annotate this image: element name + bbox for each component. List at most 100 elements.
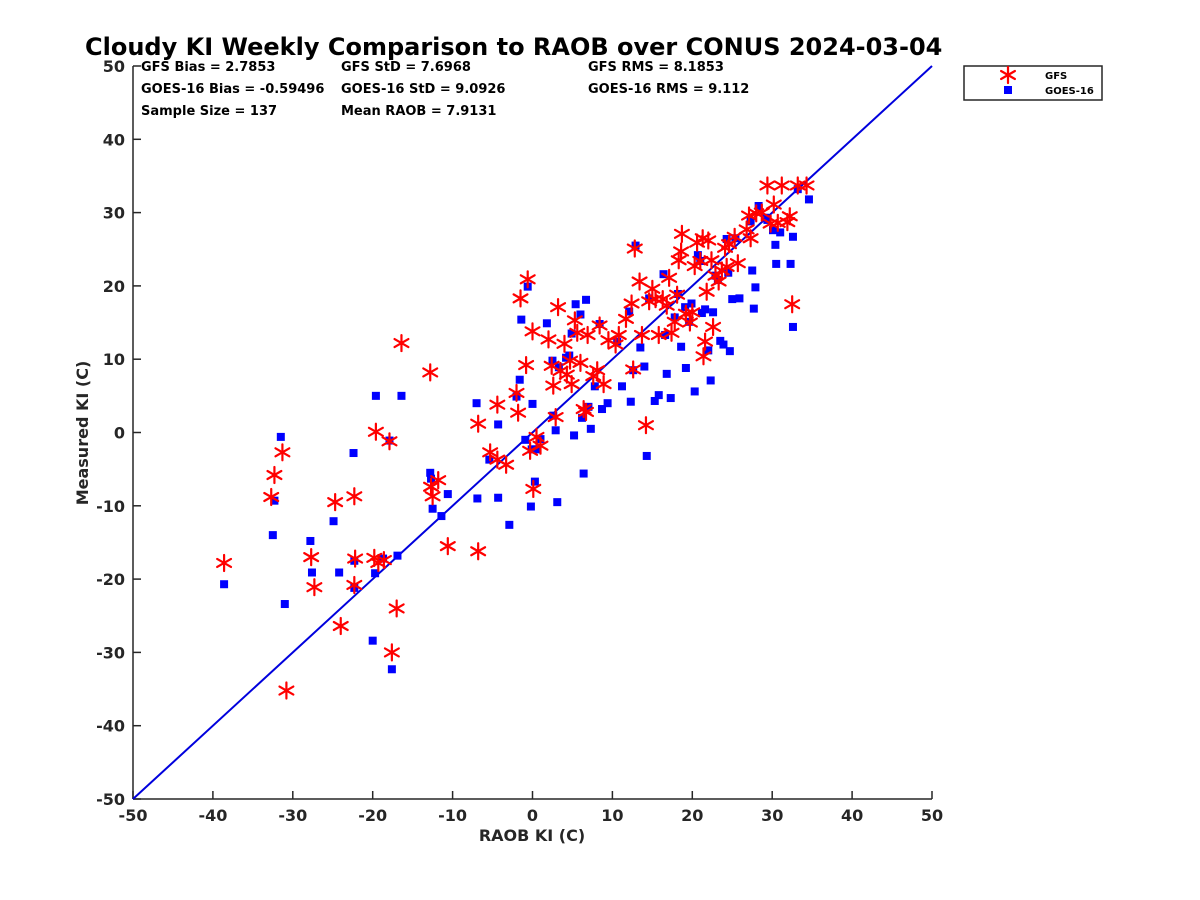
goes16-point [530,477,539,486]
x-tick-label: 0 [527,806,538,825]
y-tick-label: -30 [96,643,125,662]
legend-label-gfs: GFS [1045,71,1067,82]
gfs-point [666,312,683,331]
gfs-point [216,553,233,573]
goes16-point [704,346,713,355]
x-axis-label: RAOB KI (C) [479,826,585,845]
series-gfs [216,176,815,700]
gfs-point [274,443,291,462]
gfs-point [510,403,527,422]
stat-gfs-bias: GFS Bias = 2.7853 [141,60,275,75]
gfs-point [798,176,815,195]
goes16-point [804,195,813,204]
goes16-point [473,494,482,503]
gfs-point [422,477,440,496]
gfs-point [579,325,596,345]
gfs-point [327,493,344,512]
goes16-point [567,329,576,338]
gfs-point [681,313,698,332]
stat-gfs-rms: GFS RMS = 8.1853 [588,60,724,75]
gfs-point [519,270,536,289]
gfs-point [430,471,447,490]
gfs-point [617,309,635,328]
y-tick-label: -50 [96,790,125,809]
goes16-point [690,387,699,396]
goes16-point [746,217,755,226]
y-tick-label: -20 [96,570,125,589]
gfs-point [422,363,439,382]
gfs-point [393,333,410,353]
goes16-point [586,424,595,433]
gfs-point [388,599,405,618]
gfs-point [540,330,557,349]
gfs-point [625,360,642,379]
goes16-point [661,331,670,340]
gfs-point [545,376,562,395]
goes16-point [428,504,437,513]
gfs-point [765,195,782,214]
gfs-point [424,487,441,506]
goes16-point [582,295,591,304]
x-tick-label: 10 [601,806,623,825]
goes16-point [329,517,338,526]
goes16-point [280,600,289,609]
goes16-point [526,502,535,511]
gfs-point [773,176,790,195]
x-tick-label: -30 [278,806,307,825]
gfs-point [508,383,525,403]
gfs-point [547,408,564,427]
goes16-point [763,215,772,224]
goes16-point [786,259,795,268]
goes16-point [613,337,622,346]
stats-block: GFS Bias = 2.7853 GFS StD = 7.6968 GFS R… [141,60,749,119]
gfs-point [718,257,735,276]
stat-goes-bias: GOES-16 Bias = -0.59496 [141,82,324,97]
legend-box [963,65,1103,101]
x-tick-label: -40 [198,806,227,825]
gfs-point [381,432,398,451]
goes16-point [570,431,579,440]
gfs-point [663,323,680,342]
y-tick-label: 40 [103,130,125,149]
gfs-point [578,402,595,422]
goes16-point [666,394,675,403]
legend-label-goes16: GOES-16 [1045,86,1094,97]
goes16-point [371,569,380,578]
goes16-point [650,396,659,405]
gfs-point [705,317,722,337]
y-axis-label: Measured KI (C) [73,361,92,506]
goes16-point [521,435,530,444]
x-tick-label: 50 [921,806,943,825]
gfs-point [278,681,295,700]
gfs-point [623,294,640,313]
goes16-point [693,251,702,260]
stat-sample-size: Sample Size = 137 [141,104,277,119]
gfs-point [607,335,624,354]
goes16-point [748,266,757,275]
goes16-point [772,259,781,268]
gfs-point [673,224,690,243]
gfs-point [562,351,579,370]
y-tick-label: 20 [103,277,125,296]
goes16-point [387,665,396,674]
goes16-point [677,342,686,351]
goes16-point [542,319,551,328]
gfs-point [644,279,661,298]
goes16-point [426,468,435,477]
goes16-point [654,391,663,400]
gfs-point [631,272,648,291]
goes16-point [307,568,316,577]
goes16-point [268,531,277,540]
gfs-point [595,375,612,394]
gfs-point [489,395,506,414]
x-tick-label: 40 [841,806,863,825]
gfs-point [698,282,715,301]
gfs-point [670,251,687,270]
x-tick-label: -10 [438,806,467,825]
gfs-point [700,231,717,250]
goes16-point [270,496,279,505]
x-tick-label: -20 [358,806,387,825]
gfs-point [346,575,363,595]
gfs-point [524,322,541,341]
